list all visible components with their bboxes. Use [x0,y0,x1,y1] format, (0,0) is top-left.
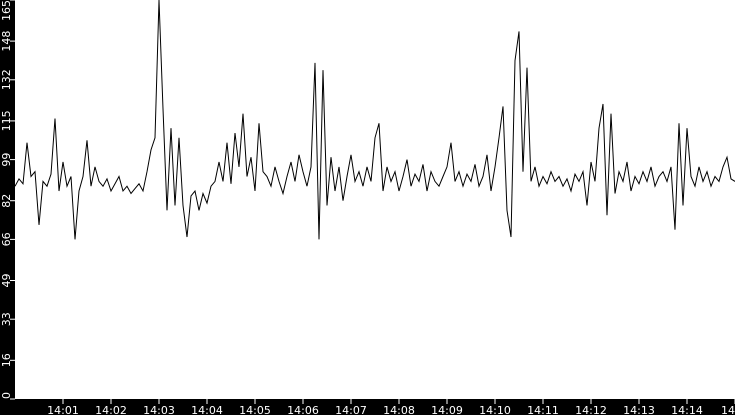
x-tick-label: 14:10 [479,404,511,415]
x-axis: 14:01 14:02 14:03 14:04 14:05 14:06 14:07 14:08… [47,399,735,415]
x-tick-label: 14:08 [383,404,415,415]
y-tick-label: 33 [0,312,13,326]
x-tick-label: 14:07 [335,404,367,415]
x-tick-label: 14:13 [623,404,655,415]
x-tick-label: 14:05 [239,404,271,415]
y-tick-label: 82 [0,194,13,208]
x-tick-label: 14:14 [671,404,703,415]
y-axis: 0 16 33 49 66 82 99 115 132 148 165 [0,0,15,400]
x-tick-label: 14:09 [431,404,463,415]
y-tick-label: 66 [0,232,13,246]
x-tick-label: 14:06 [287,404,319,415]
x-tick-label: 14 [721,404,735,415]
y-tick-label: 115 [0,110,13,131]
x-tick-label: 14:02 [95,404,127,415]
x-tick-label: 14:04 [191,404,223,415]
x-tick-label: 14:11 [527,404,559,415]
x-tick-label: 14:01 [47,404,79,415]
y-tick-label: 49 [0,274,13,288]
y-tick-label: 165 [0,0,13,21]
plot-area [15,0,735,399]
y-tick-label: 16 [0,353,13,367]
y-tick-label: 99 [0,153,13,167]
x-tick-label: 14:12 [575,404,607,415]
y-tick-label: 0 [0,392,13,399]
y-tick-label: 148 [0,31,13,52]
x-tick-label: 14:03 [143,404,175,415]
y-tick-label: 132 [0,69,13,90]
series-line [14,0,735,240]
